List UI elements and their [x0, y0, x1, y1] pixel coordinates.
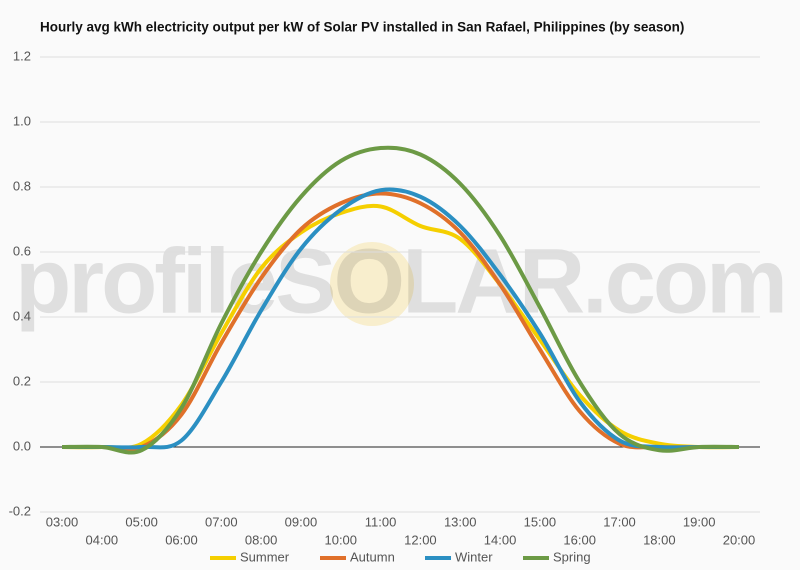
x-tick-label: 10:00 [324, 532, 357, 547]
x-tick-label: 13:00 [444, 514, 477, 529]
x-tick-label: 07:00 [205, 514, 238, 529]
y-tick-label: 1.2 [13, 48, 31, 63]
watermark: profileSOLAR.com [15, 230, 785, 332]
x-tick-label: 20:00 [723, 532, 756, 547]
x-tick-label: 19:00 [683, 514, 716, 529]
x-tick-label: 03:00 [46, 514, 79, 529]
x-tick-label: 12:00 [404, 532, 437, 547]
y-tick-label: -0.2 [9, 503, 31, 518]
x-tick-label: 05:00 [125, 514, 158, 529]
legend-label: Spring [553, 549, 591, 564]
y-tick-label: 0.0 [13, 438, 31, 453]
x-tick-label: 04:00 [86, 532, 119, 547]
x-tick-label: 11:00 [365, 514, 397, 529]
x-tick-label: 09:00 [285, 514, 318, 529]
x-tick-label: 06:00 [165, 532, 198, 547]
y-tick-label: 1.0 [13, 113, 31, 128]
y-tick-label: 0.2 [13, 373, 31, 388]
legend-label: Winter [455, 549, 493, 564]
series-line [62, 187, 739, 450]
watermark-sun [330, 242, 414, 326]
y-tick-label: 0.4 [13, 308, 31, 323]
x-tick-label: 16:00 [563, 532, 596, 547]
x-tick-label: 17:00 [603, 514, 636, 529]
legend-label: Summer [240, 549, 290, 564]
x-tick-label: 15:00 [524, 514, 557, 529]
series-line [62, 191, 739, 452]
legend-label: Autumn [350, 549, 395, 564]
y-tick-label: 0.8 [13, 178, 31, 193]
x-tick-label: 14:00 [484, 532, 517, 547]
x-tick-label: 18:00 [643, 532, 676, 547]
chart-title: Hourly avg kWh electricity output per kW… [40, 20, 684, 35]
series-line [61, 145, 740, 455]
x-tick-label: 08:00 [245, 532, 278, 547]
y-tick-label: 0.6 [13, 243, 31, 258]
